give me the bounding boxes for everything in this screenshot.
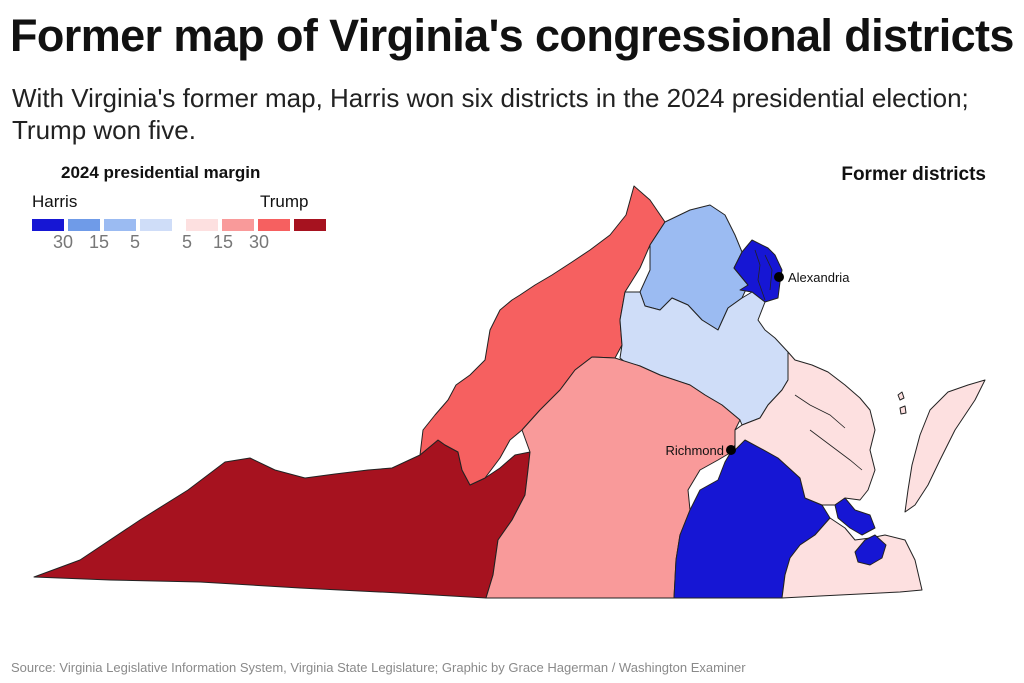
legend-tick: 5 (129, 232, 140, 252)
legend-swatch (186, 219, 218, 231)
legend-swatch (294, 219, 326, 231)
legend-swatch (68, 219, 100, 231)
district-3b[interactable] (854, 534, 887, 566)
legend-tick: 15 (88, 232, 110, 252)
page-title: Former map of Virginia's congressional d… (10, 10, 1014, 61)
map-label: Former districts (841, 164, 986, 185)
legend-swatches (32, 219, 326, 231)
legend-swatch (258, 219, 290, 231)
district-boundary-details (754, 249, 863, 471)
legend-tick: 30 (248, 232, 270, 252)
alexandria-label: Alexandria (788, 270, 850, 285)
island (897, 391, 905, 401)
legend-swatch (32, 219, 64, 231)
district-1[interactable] (734, 351, 876, 506)
district-2-eastern-shore[interactable] (904, 379, 986, 513)
richmond-marker (726, 445, 736, 455)
district-3a[interactable] (834, 497, 876, 536)
legend-tick: 15 (212, 232, 234, 252)
source-note: Source: Virginia Legislative Information… (11, 660, 746, 675)
legend-swatch (222, 219, 254, 231)
legend-tick: 30 (52, 232, 74, 252)
legend-trump-label: Trump (260, 192, 309, 211)
page-subtitle: With Virginia's former map, Harris won s… (12, 83, 969, 145)
legend-tick: 5 (181, 232, 192, 252)
island (899, 405, 907, 415)
alexandria-marker (774, 272, 784, 282)
district-9[interactable] (33, 439, 531, 599)
district-5[interactable] (485, 356, 741, 599)
legend-swatch (140, 219, 172, 231)
legend-harris-label: Harris (32, 192, 78, 211)
legend-swatch (104, 219, 136, 231)
legend-title: 2024 presidential margin (61, 163, 261, 182)
richmond-label: Richmond (665, 443, 724, 458)
